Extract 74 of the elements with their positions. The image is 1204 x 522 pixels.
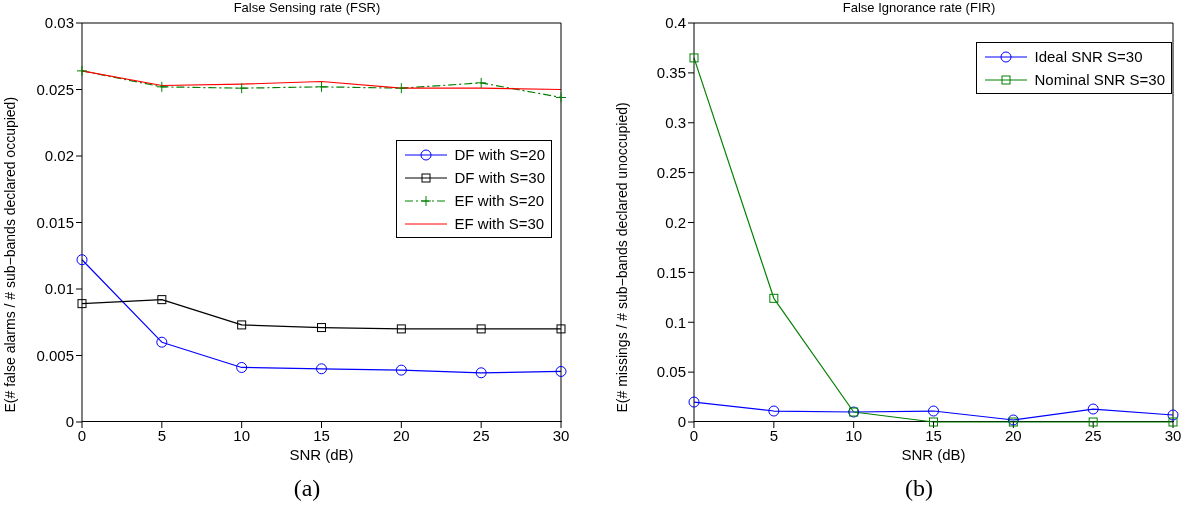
point	[396, 324, 406, 334]
point	[237, 320, 247, 330]
x-tick-label: 5	[157, 426, 167, 444]
y-tick-label: 0.1	[665, 313, 686, 331]
x-tick-label: 25	[1084, 426, 1102, 444]
point	[157, 295, 167, 305]
point	[395, 364, 407, 376]
point	[768, 405, 780, 417]
point	[475, 77, 487, 89]
point	[156, 336, 168, 348]
y-tick-label: 0.025	[36, 80, 74, 98]
legend-label: EF with S=20	[454, 192, 545, 209]
y-tick-label: 0.15	[656, 263, 686, 281]
point	[475, 367, 487, 379]
x-tick-label: 30	[1164, 426, 1182, 444]
y-axis-title: E(# missings / # sub−bands declared unoccupied)	[613, 102, 630, 413]
point	[76, 65, 88, 77]
point	[1087, 403, 1099, 415]
x-axis-title: SNR (dB)	[901, 446, 966, 463]
x-tick-label: 15	[925, 426, 942, 444]
x-tick-label: 5	[769, 426, 779, 444]
y-tick-label: 0.02	[44, 147, 74, 165]
point	[316, 81, 327, 93]
point	[1167, 409, 1179, 421]
y-tick-label: 0.2	[665, 213, 686, 231]
y-tick-label: 0.015	[36, 213, 74, 231]
point	[556, 324, 566, 334]
legend-label: Nominal SNR S=30	[1034, 71, 1165, 88]
y-tick-label: 0.4	[665, 14, 686, 32]
y-tick-label: 0	[677, 413, 686, 431]
x-tick-label: 15	[313, 426, 330, 444]
x-tick-label: 25	[472, 426, 490, 444]
point	[555, 91, 567, 103]
x-tick-label: 30	[552, 426, 570, 444]
legend-label: EF with S=30	[454, 215, 545, 232]
point	[156, 81, 168, 93]
point	[929, 417, 938, 427]
x-tick-label: 0	[689, 426, 699, 444]
y-axis-title: E(# false alarms / # sub−bands declared occupied)	[1, 96, 18, 413]
chart-title: False Sensing rate (FSR)	[232, 0, 382, 15]
point	[236, 82, 248, 94]
y-tick-label: 0.35	[656, 64, 686, 82]
y-tick-label: 0.005	[36, 346, 74, 364]
x-tick-label: 20	[1004, 426, 1022, 444]
point	[769, 293, 779, 303]
point	[317, 323, 326, 333]
x-tick-label: 0	[77, 426, 87, 444]
legend-label: Ideal SNR S=30	[1034, 48, 1143, 65]
x-tick-label: 10	[233, 426, 251, 444]
point	[689, 53, 699, 63]
point	[76, 254, 88, 266]
point	[316, 363, 327, 375]
chart-title: False Ignorance rate (FIR)	[841, 0, 997, 15]
text: (a)	[292, 475, 322, 502]
y-tick-label: 0.03	[44, 14, 74, 32]
point	[77, 299, 87, 309]
point	[476, 324, 486, 334]
y-tick-label: 0.01	[44, 280, 74, 298]
y-tick-label: 0.05	[656, 363, 686, 381]
point	[555, 365, 567, 377]
x-tick-label: 10	[845, 426, 863, 444]
point	[1088, 417, 1098, 427]
x-axis-title: SNR (dB)	[289, 446, 354, 463]
legend-label: DF with S=20	[454, 146, 545, 163]
point	[688, 396, 700, 408]
point	[395, 82, 407, 94]
x-tick-label: 20	[392, 426, 410, 444]
text: (b)	[904, 475, 934, 502]
y-tick-label: 0.25	[656, 163, 686, 181]
point	[236, 361, 248, 373]
point	[928, 405, 939, 417]
y-tick-label: 0	[65, 413, 74, 431]
y-tick-label: 0.3	[665, 114, 686, 132]
legend-label: DF with S=30	[454, 169, 545, 186]
